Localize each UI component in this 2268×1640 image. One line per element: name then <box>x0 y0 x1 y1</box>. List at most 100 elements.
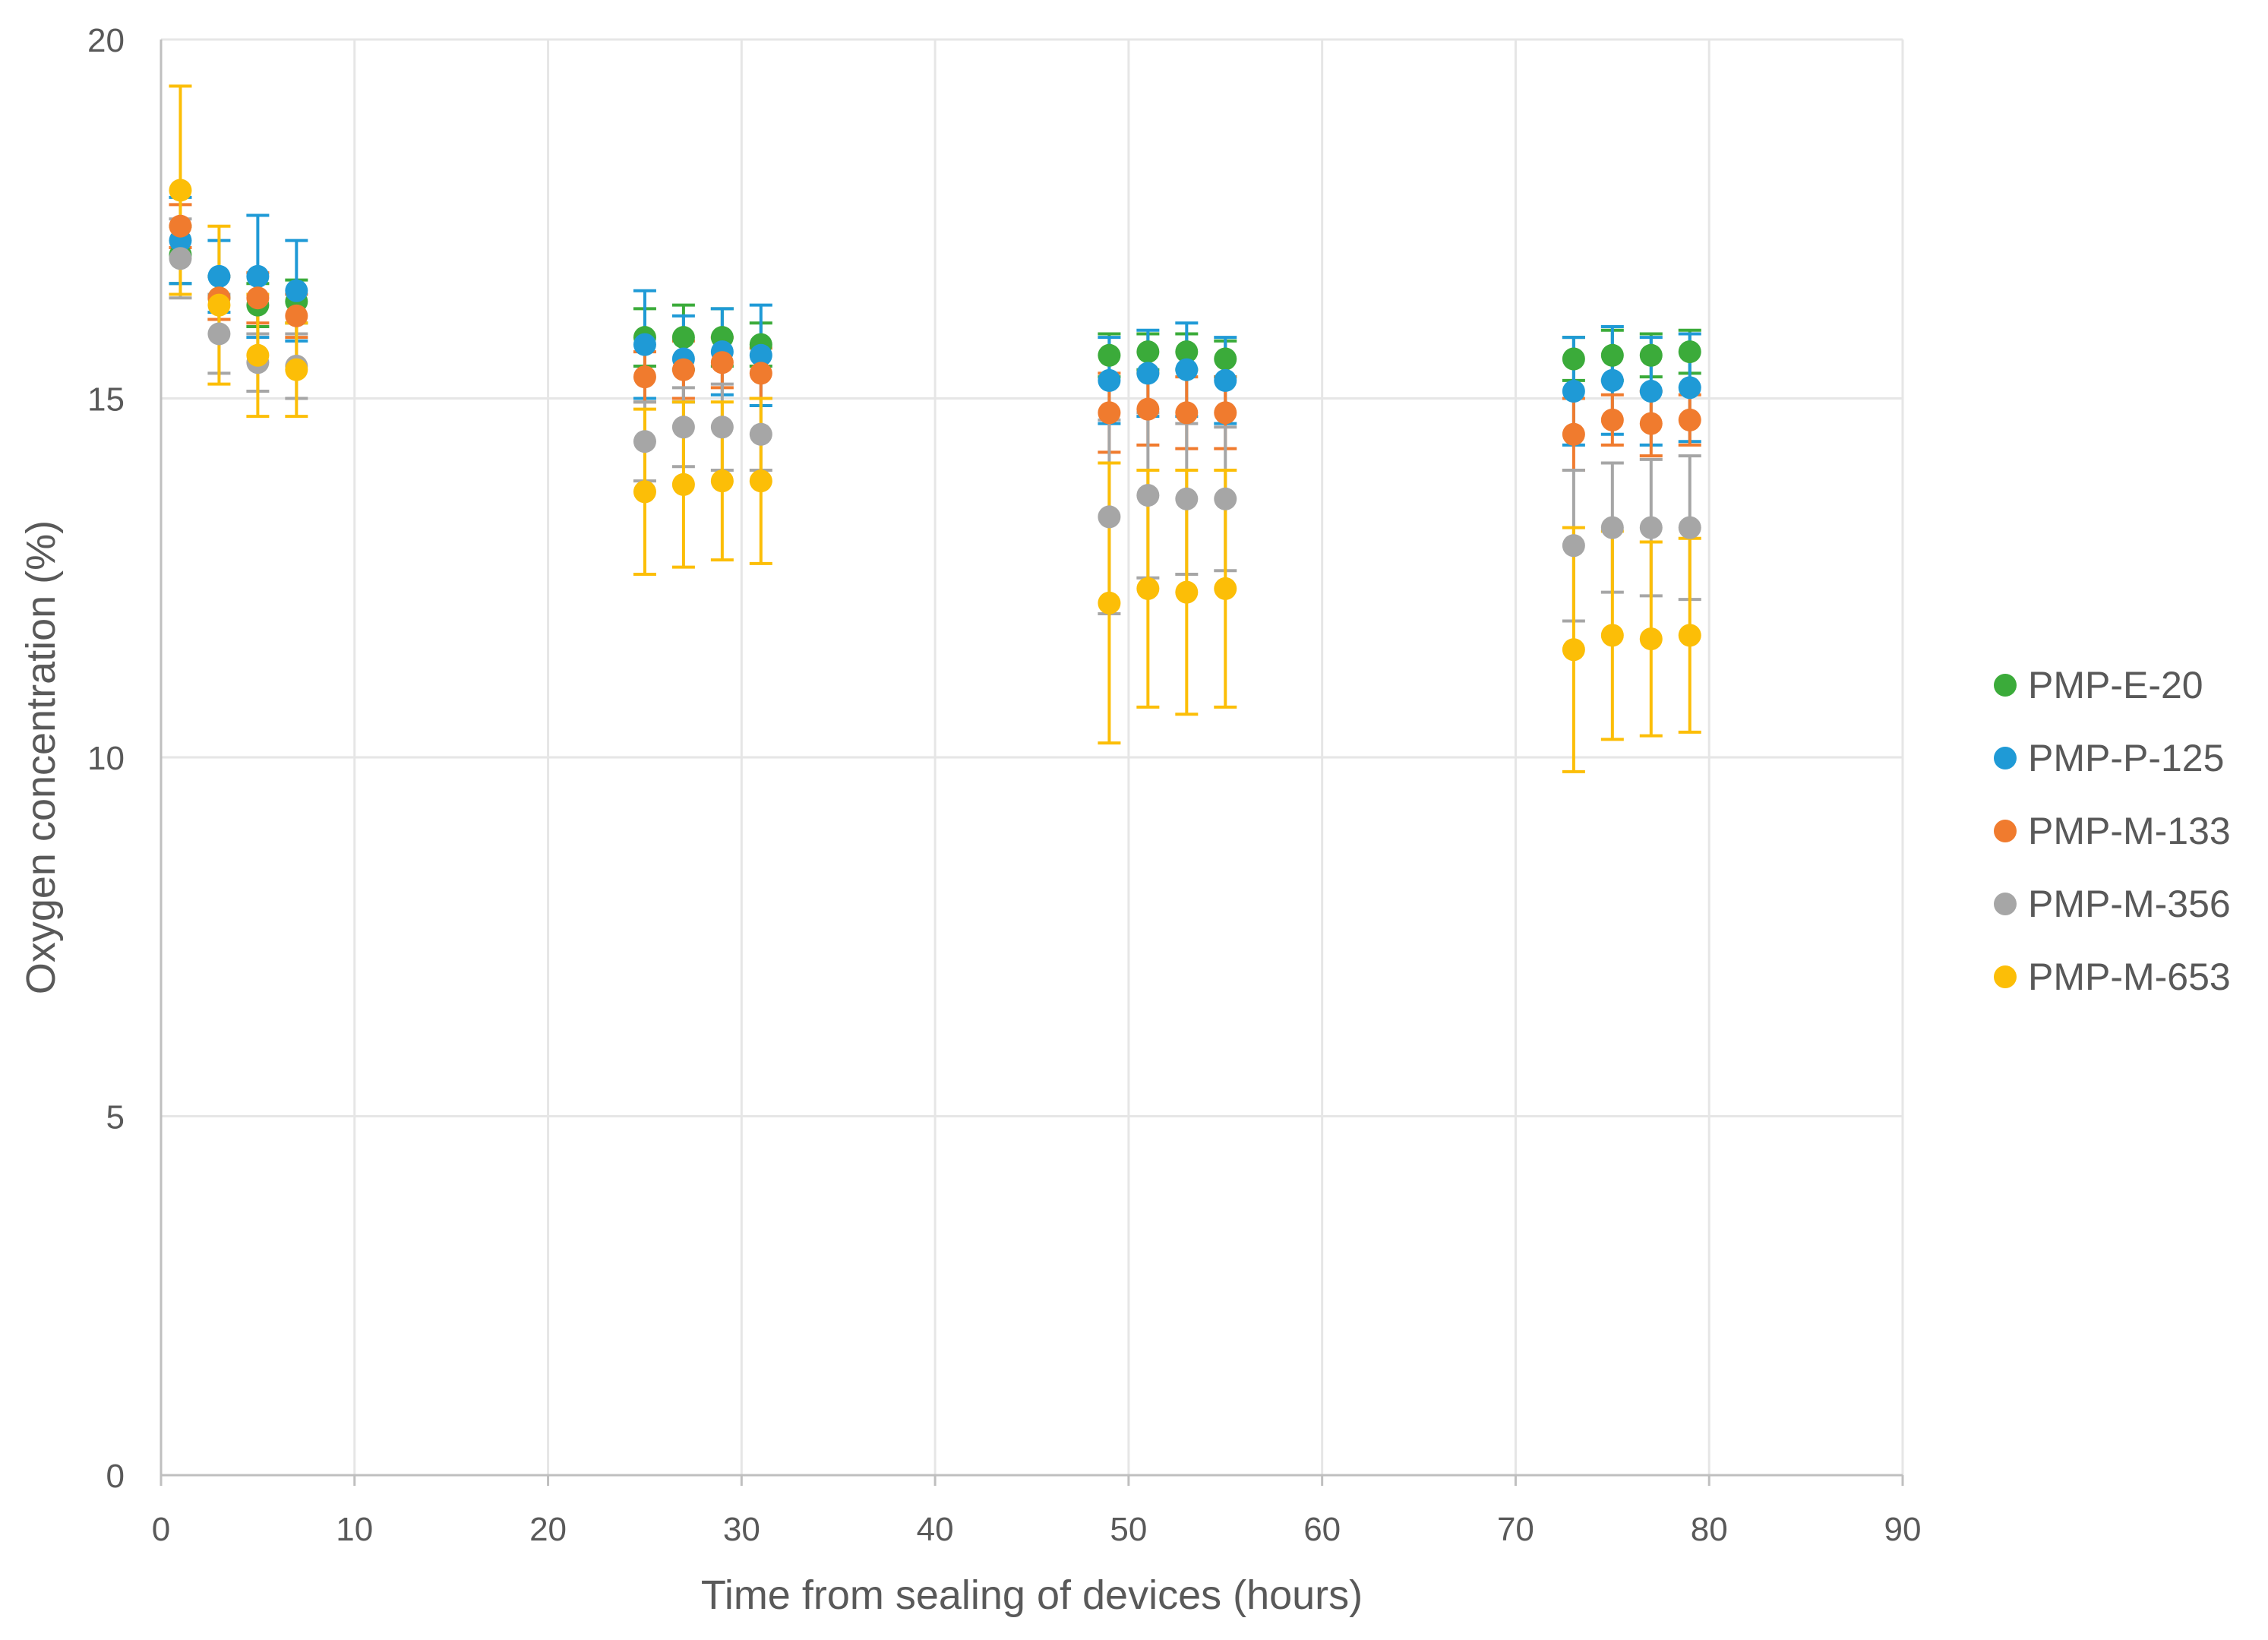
legend-marker <box>1994 747 2017 769</box>
data-point <box>169 247 192 270</box>
data-point <box>1136 397 1160 421</box>
data-point <box>1214 368 1237 392</box>
data-point <box>749 362 772 385</box>
legend-item: PMP-E-20 <box>1994 664 2203 706</box>
data-point <box>169 214 192 238</box>
x-axis-title: Time from sealing of devices (hours) <box>701 1572 1363 1618</box>
data-points <box>169 179 1701 662</box>
y-tick-label: 20 <box>87 22 125 59</box>
y-tick-label: 0 <box>106 1458 125 1495</box>
legend-label: PMP-M-356 <box>2028 883 2231 925</box>
data-point <box>1678 516 1701 539</box>
data-point <box>246 264 270 288</box>
legend: PMP-E-20 PMP-P-125 PMP-M-133 PMP-M-356 PMP-M… <box>1994 664 2231 998</box>
data-point <box>1562 534 1585 558</box>
legend-item: PMP-P-125 <box>1994 737 2224 779</box>
y-tick-label: 5 <box>106 1099 125 1136</box>
data-point <box>169 179 192 202</box>
data-point <box>1136 340 1160 364</box>
data-point <box>1098 368 1121 392</box>
data-point <box>710 351 734 374</box>
data-point <box>1600 624 1624 647</box>
data-point <box>207 293 231 317</box>
data-point <box>1175 340 1199 364</box>
x-tick-label: 50 <box>1110 1511 1147 1548</box>
x-tick-label: 0 <box>152 1511 170 1548</box>
data-point <box>671 358 695 381</box>
data-point <box>285 304 308 327</box>
data-point <box>285 358 308 381</box>
data-point <box>1678 340 1701 364</box>
legend-marker <box>1994 893 2017 915</box>
x-tick-label: 90 <box>1884 1511 1922 1548</box>
data-point <box>1639 516 1663 539</box>
data-point <box>207 322 231 346</box>
data-point <box>1136 577 1160 600</box>
data-point <box>1214 401 1237 425</box>
data-point <box>1600 343 1624 367</box>
legend-marker <box>1994 965 2017 988</box>
legend-label: PMP-M-653 <box>2028 956 2231 998</box>
data-point <box>749 422 772 446</box>
data-point <box>671 326 695 349</box>
legend-item: PMP-M-653 <box>1994 956 2231 998</box>
data-point <box>1136 362 1160 385</box>
y-tick-label: 15 <box>87 381 125 419</box>
legend-item: PMP-M-356 <box>1994 883 2231 925</box>
data-point <box>1639 343 1663 367</box>
legend-label: PMP-P-125 <box>2028 737 2224 779</box>
data-point <box>1136 484 1160 507</box>
legend-label: PMP-E-20 <box>2028 664 2203 706</box>
data-point <box>749 343 772 367</box>
x-tick-label: 20 <box>529 1511 567 1548</box>
data-point <box>1678 408 1701 431</box>
data-point <box>633 430 656 453</box>
data-point <box>1098 591 1121 615</box>
data-point <box>749 469 772 493</box>
x-tick-label: 40 <box>917 1511 954 1548</box>
data-point <box>1175 580 1199 604</box>
data-point <box>1678 624 1701 647</box>
data-point <box>1562 347 1585 371</box>
data-point <box>1639 380 1663 403</box>
data-point <box>1175 358 1199 381</box>
data-point <box>671 472 695 496</box>
data-point <box>710 469 734 493</box>
data-point <box>1175 487 1199 510</box>
data-point <box>1600 516 1624 539</box>
x-tick-label: 30 <box>723 1511 760 1548</box>
data-point <box>633 480 656 504</box>
data-point <box>1600 408 1624 431</box>
data-point <box>1639 627 1663 651</box>
data-point <box>207 264 231 288</box>
data-point <box>1562 380 1585 403</box>
y-tick-label: 10 <box>87 740 125 777</box>
data-point <box>246 343 270 367</box>
data-point <box>1214 577 1237 600</box>
y-axis-title: Oxygen concentration (%) <box>18 520 64 994</box>
gridlines <box>161 38 1904 1475</box>
legend-label: PMP-M-133 <box>2028 810 2231 852</box>
data-point <box>1562 638 1585 662</box>
data-point <box>246 286 270 310</box>
data-point <box>1175 401 1199 425</box>
x-tick-label: 80 <box>1691 1511 1728 1548</box>
data-point <box>285 279 308 302</box>
data-point <box>1678 376 1701 400</box>
data-point <box>1562 422 1585 446</box>
axes: 0 10 20 30 40 50 60 70 80 90 0 5 10 15 20 <box>87 22 1921 1548</box>
data-point <box>1098 343 1121 367</box>
data-point <box>1214 347 1237 371</box>
legend-marker <box>1994 674 2017 697</box>
data-point <box>1639 412 1663 435</box>
data-point <box>1098 505 1121 529</box>
x-tick-label: 10 <box>336 1511 373 1548</box>
x-tick-label: 60 <box>1303 1511 1341 1548</box>
data-point <box>710 416 734 439</box>
x-tick-label: 70 <box>1497 1511 1534 1548</box>
data-point <box>1214 487 1237 510</box>
data-point <box>633 365 656 389</box>
data-point <box>671 416 695 439</box>
